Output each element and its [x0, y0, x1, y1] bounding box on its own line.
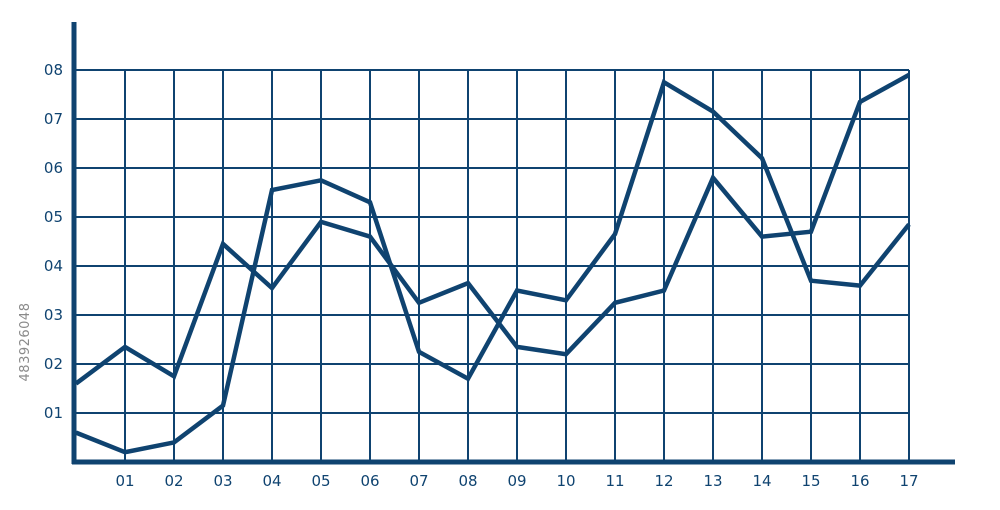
y-tick-label: 05 — [44, 208, 63, 226]
x-tick-label: 09 — [507, 472, 526, 490]
x-tick-label: 13 — [703, 472, 722, 490]
y-tick-labels: 01 02 03 04 05 06 07 08 — [44, 61, 63, 422]
y-tick-label: 02 — [44, 355, 63, 373]
y-tick-label: 07 — [44, 110, 63, 128]
axes — [71, 22, 955, 465]
x-tick-label: 05 — [311, 472, 330, 490]
x-tick-label: 10 — [556, 472, 575, 490]
x-tick-label: 03 — [213, 472, 232, 490]
x-tick-label: 17 — [899, 472, 918, 490]
series-line-2 — [75, 78, 911, 455]
x-tick-label: 08 — [458, 472, 477, 490]
x-tick-label: 02 — [164, 472, 183, 490]
x-tick-label: 14 — [752, 472, 771, 490]
grid — [76, 69, 910, 462]
x-tick-label: 04 — [262, 472, 281, 490]
y-tick-label: 03 — [44, 306, 63, 324]
x-tick-label: 06 — [360, 472, 379, 490]
series-lines — [74, 72, 911, 455]
x-tick-label: 15 — [801, 472, 820, 490]
y-tick-label: 01 — [44, 404, 63, 422]
x-tick-label: 01 — [115, 472, 134, 490]
x-tick-label: 16 — [850, 472, 869, 490]
x-tick-label: 12 — [654, 472, 673, 490]
y-tick-label: 04 — [44, 257, 63, 275]
y-tick-label: 08 — [44, 61, 63, 79]
y-tick-label: 06 — [44, 159, 63, 177]
series-line-1 — [74, 72, 911, 386]
stock-id-label: 483926048 — [18, 303, 33, 382]
x-tick-label: 07 — [409, 472, 428, 490]
x-tick-label: 11 — [605, 472, 624, 490]
x-tick-labels: 01 02 03 04 05 06 07 08 09 10 11 12 13 14 15 16 17 — [115, 472, 918, 490]
